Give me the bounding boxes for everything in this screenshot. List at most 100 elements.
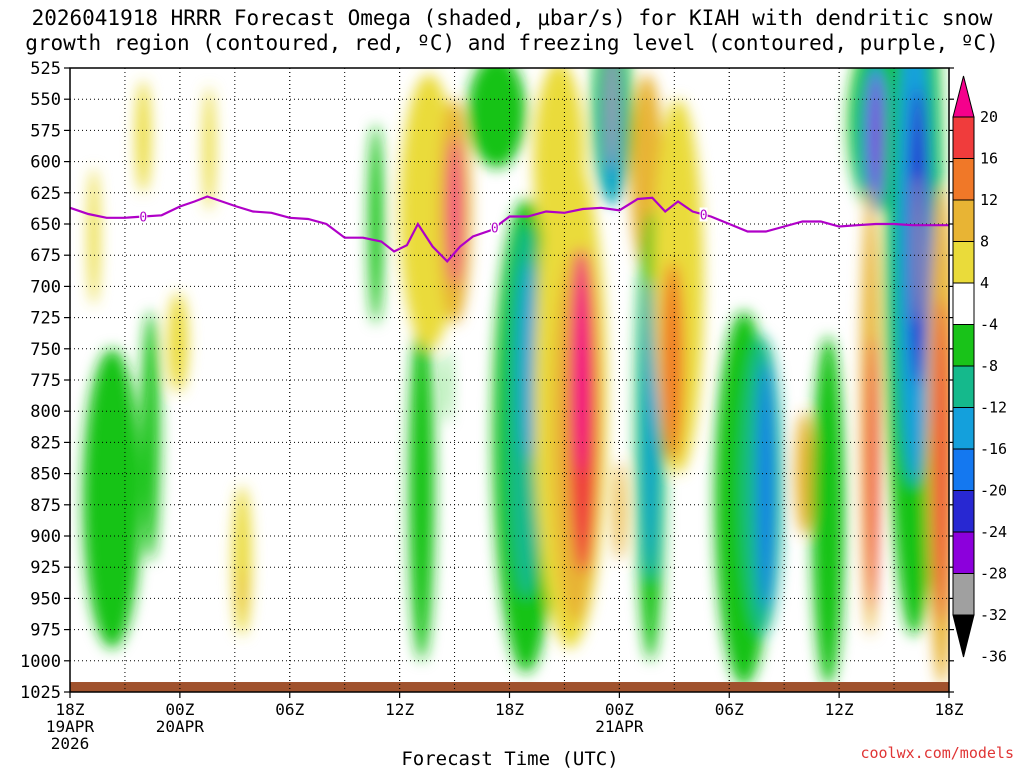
x-tick-label: 06Z [275,700,304,719]
title-line-2: growth region (contoured, red, ºC) and f… [25,31,999,55]
ground-surface [70,682,949,692]
y-tick-label: 925 [30,558,61,578]
omega-region-14 [467,68,526,168]
y-tick-label: 800 [30,402,61,422]
ground-fill [70,682,949,692]
y-tick-label: 600 [30,153,61,173]
colorbar-label: 16 [980,150,998,168]
y-tick-label: 850 [30,465,61,485]
omega-region-2 [88,167,100,306]
colorbar-label: -32 [980,606,1007,624]
colorbar-swatch-9 [952,448,975,491]
x-tick-label: 2026 [51,734,90,753]
omega-region-22 [573,248,589,474]
colorbar-swatch-1 [952,116,975,159]
colorbar-label: -4 [980,316,998,334]
omega-region-7 [141,311,160,561]
colorbar-swatch-2 [952,158,975,201]
omega-region-5 [239,567,245,618]
omega-region-35 [795,411,814,536]
colorbar-label: 20 [980,108,998,126]
y-tick-label: 1025 [20,683,61,703]
y-tick-label: 625 [30,184,61,204]
chart-title: 2026041918 HRRR Forecast Omega (shaded, … [0,6,1024,56]
y-tick-label: 550 [30,90,61,110]
x-tick-label: 00Z [605,700,634,719]
title-line-1: 2026041918 HRRR Forecast Omega (shaded, … [31,6,993,30]
omega-region-9 [408,311,435,661]
omega-region-0 [135,80,151,193]
omega-region-41 [866,336,878,611]
colorbar-swatch-3 [952,199,975,242]
x-tick-label: 20APR [156,717,205,736]
colorbar-swatch-12 [952,573,975,616]
y-tick-label: 525 [30,59,61,79]
colorbar-label: -12 [980,399,1007,417]
omega-region-34 [758,361,774,611]
x-tick-label: 18Z [935,700,964,719]
colorbar-swatch-7 [952,365,975,408]
colorbar-label: -8 [980,357,998,375]
colorbar-label: -28 [980,565,1007,583]
omega-region-10 [445,348,450,424]
colorbar-swatch-11 [952,531,975,574]
colorbar-swatch-10 [952,490,975,533]
y-tick-label: 900 [30,527,61,547]
x-axis-label: Forecast Time (UTC) [401,748,618,768]
x-tick-label: 00Z [165,700,194,719]
site-credit: coolwx.com/models [860,744,1014,762]
x-tick-label: 18Z [56,700,85,719]
omega-region-39 [870,74,882,200]
y-tick-label: 750 [30,340,61,360]
omega-region-36 [811,336,845,686]
colorbar: 20 16 12 8 4 -4 -8 -12 -16 -20 -24 -28 -32 -36 [952,75,1007,666]
omega-region-6 [82,348,142,649]
omega-region-25 [606,68,618,168]
colorbar-label: -36 [980,648,1007,666]
y-tick-label: 1000 [20,652,61,672]
colorbar-swatch-8 [952,407,975,450]
colorbar-label: -24 [980,523,1007,541]
x-tick-label: 06Z [715,700,744,719]
omega-region-17 [519,261,537,462]
y-axis: 525 550 575 600 625 650 675 700 725 750 775 800 825 8… [20,59,954,703]
y-tick-label: 825 [30,433,61,453]
colorbar-label: 4 [980,274,989,292]
freezing-label-bg-1 [490,220,499,235]
omega-region-45 [914,174,922,324]
freezing-level-label: 0 [139,211,147,226]
y-tick-label: 575 [30,121,61,141]
gridlines [70,68,949,692]
colorbar-label: 8 [980,233,989,251]
omega-region-1 [203,86,215,212]
freezing-label-bg-2 [699,207,708,222]
y-tick-label: 775 [30,371,61,391]
x-tick-label: 18Z [495,700,524,719]
y-tick-label: 950 [30,589,61,609]
omega-region-13 [448,136,461,287]
omega-region-8 [368,124,384,324]
freezing-level-label: 0 [491,221,499,236]
y-tick-label: 675 [30,246,61,266]
colorbar-label: 12 [980,191,998,209]
y-tick-label: 875 [30,496,61,516]
freezing-level-contour: 0 0 0 [70,195,949,264]
omega-region-47 [934,298,949,624]
freezing-level-label: 0 [700,209,708,224]
freezing-label-bg-0 [139,209,148,224]
y-tick-label: 650 [30,215,61,235]
y-tick-label: 975 [30,621,61,641]
colorbar-swatch-6 [952,324,975,367]
omega-region-3 [167,292,189,393]
x-tick-label: 19APR [46,717,95,736]
y-tick-label: 725 [30,309,61,329]
x-tick-label: 21APR [595,717,644,736]
omega-region-31 [661,261,684,462]
colorbar-label: -20 [980,482,1007,500]
x-tick-label: 12Z [385,700,414,719]
colorbar-swatch-5 [952,282,975,325]
colorbar-label: -16 [980,440,1007,458]
x-tick-label: 12Z [825,700,854,719]
